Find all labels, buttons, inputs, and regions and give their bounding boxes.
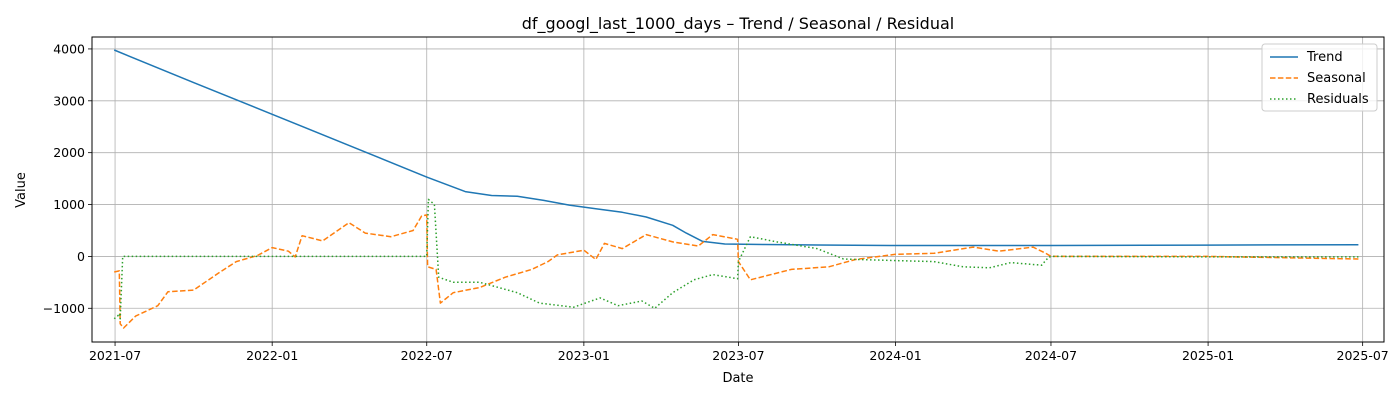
x-tick-label: 2025-01 xyxy=(1182,348,1234,363)
y-tick-label: 0 xyxy=(77,249,85,264)
x-tick-label: 2024-01 xyxy=(869,348,921,363)
y-tick-label: 1000 xyxy=(53,197,85,212)
x-tick-label: 2023-01 xyxy=(558,348,610,363)
y-axis-title: Value xyxy=(14,172,29,208)
x-tick-label: 2022-01 xyxy=(246,348,298,363)
legend-label-residuals: Residuals xyxy=(1307,92,1369,107)
legend-box xyxy=(1261,43,1378,112)
series-line-seasonal xyxy=(114,214,1359,329)
x-tick-label: 2024-07 xyxy=(1025,348,1077,363)
ticks: 2021-07 2022-01 2022-07 2023-01 2023-07 2024-… xyxy=(43,41,1389,363)
y-tick-label: 3000 xyxy=(53,93,85,108)
legend-label-trend: Trend xyxy=(1306,50,1343,65)
legend-label-seasonal: Seasonal xyxy=(1307,71,1366,86)
series-line-trend xyxy=(113,49,1359,247)
x-tick-label: 2023-07 xyxy=(712,348,764,363)
legend: Trend Seasonal Residuals xyxy=(1261,43,1378,112)
chart-title: df_googl_last_1000_days – Trend / Season… xyxy=(522,14,954,34)
x-tick-label: 2025-07 xyxy=(1337,348,1389,363)
x-tick-label: 2021-07 xyxy=(89,348,141,363)
grid xyxy=(92,37,1384,342)
y-tick-label: 4000 xyxy=(53,41,85,56)
y-tick-label: 2000 xyxy=(53,145,85,160)
x-axis-title: Date xyxy=(722,371,753,386)
series-group xyxy=(113,49,1359,329)
x-tick-label: 2022-07 xyxy=(401,348,453,363)
series-line-residuals xyxy=(113,198,1359,320)
y-tick-label: −1000 xyxy=(43,301,85,316)
plot-frame xyxy=(91,36,1385,343)
